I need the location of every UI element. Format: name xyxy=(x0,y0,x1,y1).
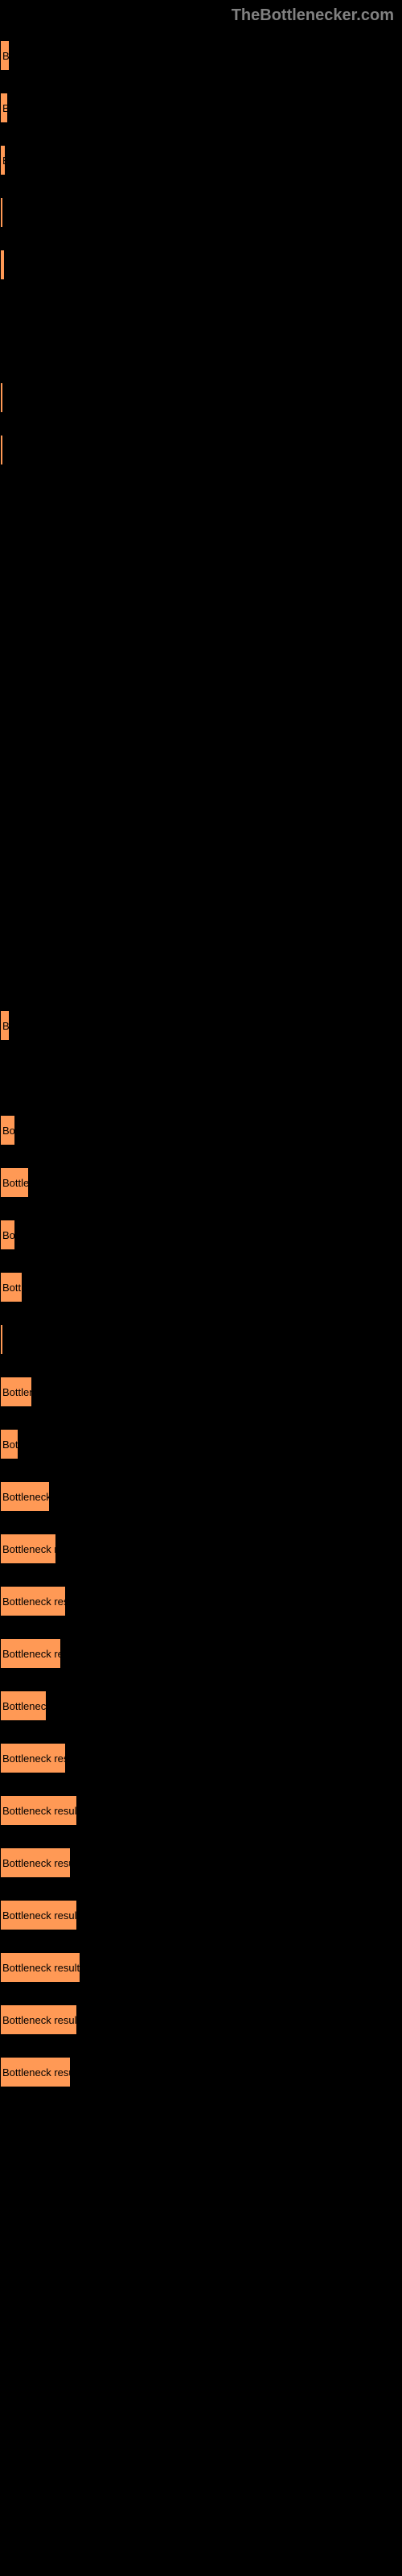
bar: Bottleneck result xyxy=(0,1900,77,1930)
bar: Bottleneck r xyxy=(0,1534,56,1564)
bar-row: Bottleneck resu xyxy=(0,2057,71,2087)
bar-row: Bottle xyxy=(0,1167,29,1198)
bar xyxy=(0,382,3,413)
watermark-text: TheBottlenecker.com xyxy=(232,6,394,25)
bar-row: Bottleneck result xyxy=(0,2004,77,2035)
bar xyxy=(0,435,3,465)
bar-row: Bottleneck res xyxy=(0,1586,66,1616)
bar-row: Bo xyxy=(0,1220,15,1250)
bar-row: Bottleneck res xyxy=(0,1743,66,1773)
bar-row xyxy=(0,197,3,228)
bar-row: Bott xyxy=(0,1272,23,1302)
bar: Bottleneck result xyxy=(0,1952,80,1983)
bar-row: Bottleneck result xyxy=(0,1952,80,1983)
bar xyxy=(0,250,5,280)
bar xyxy=(0,1324,3,1355)
bar: Bo xyxy=(0,1115,15,1146)
bar-row: Bottleneck re xyxy=(0,1638,61,1669)
bar: Bottleneck result xyxy=(0,2004,77,2035)
bar-row: Bottlen xyxy=(0,1377,32,1407)
bar-row xyxy=(0,250,5,280)
bar-row: Bottleneck result xyxy=(0,1900,77,1930)
bar-row: Bottleneck result xyxy=(0,1795,77,1826)
bar: Bottle xyxy=(0,1167,29,1198)
bar-row: Bottlenecl xyxy=(0,1690,47,1721)
bar xyxy=(0,197,3,228)
bar: Bottlenecl xyxy=(0,1690,47,1721)
bar: Bottleneck res xyxy=(0,1743,66,1773)
chart-container: TheBottlenecker.com BBBBBoBottleBoBottBo… xyxy=(0,0,402,2576)
bar-row: Bot xyxy=(0,1429,18,1459)
bar-row: B xyxy=(0,145,6,175)
bar: Bottleneck xyxy=(0,1481,50,1512)
bar-row xyxy=(0,382,3,413)
bar: Bottleneck result xyxy=(0,1795,77,1826)
bar: Bo xyxy=(0,1220,15,1250)
bar-row xyxy=(0,435,3,465)
bar-row: Bottleneck resu xyxy=(0,1847,71,1878)
bar-row: Bo xyxy=(0,1115,15,1146)
bar-row: Bottleneck r xyxy=(0,1534,56,1564)
bar-row: B xyxy=(0,1010,10,1041)
bar: Bottlen xyxy=(0,1377,32,1407)
bar-row: B xyxy=(0,40,10,71)
bar: B xyxy=(0,1010,10,1041)
bar-row: Bottleneck xyxy=(0,1481,50,1512)
bar: Bottleneck resu xyxy=(0,2057,71,2087)
bar: B xyxy=(0,93,8,123)
bar: Bot xyxy=(0,1429,18,1459)
bar: Bottleneck re xyxy=(0,1638,61,1669)
bar: B xyxy=(0,145,6,175)
bar-row: B xyxy=(0,93,8,123)
bar-row xyxy=(0,1324,3,1355)
bar: B xyxy=(0,40,10,71)
bar: Bottleneck resu xyxy=(0,1847,71,1878)
bar: Bott xyxy=(0,1272,23,1302)
bar: Bottleneck res xyxy=(0,1586,66,1616)
